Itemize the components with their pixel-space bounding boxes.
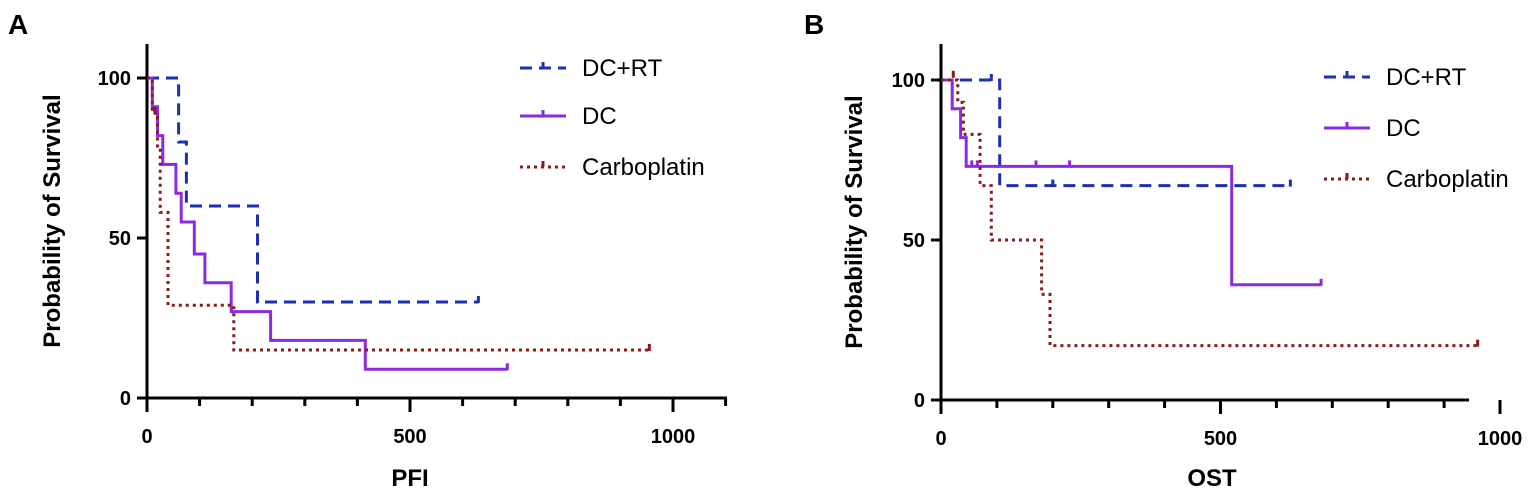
y-tick-label: 100 (98, 68, 131, 90)
panel-letter: B (804, 9, 824, 40)
x-tick-label: 0 (141, 426, 152, 448)
y-tick-label: 50 (903, 230, 925, 252)
legend-label-dc-rt: DC+RT (582, 55, 663, 82)
panel-letter: A (8, 9, 28, 40)
series-line-dc (147, 76, 508, 371)
y-tick-label: 100 (892, 70, 925, 92)
y-axis-title: Probability of Survival (841, 95, 868, 348)
x-tick-label: 500 (393, 426, 426, 448)
y-tick-label: 0 (120, 388, 131, 410)
series-line-dc (941, 78, 1322, 287)
x-tick-label: 1000 (1478, 428, 1523, 450)
legend-label-dc: DC (1386, 115, 1421, 142)
x-tick-label: 500 (1204, 428, 1237, 450)
y-tick-label: 50 (109, 228, 131, 250)
legend-label-carboplatin: Carboplatin (1386, 166, 1509, 193)
series-line-carboplatin (941, 78, 1478, 348)
series-line-dc-rt (147, 76, 479, 304)
x-axis-title: OST (1187, 465, 1237, 492)
y-tick-label: 0 (914, 390, 925, 412)
series-line-dc-rt (941, 78, 1291, 188)
x-axis-title: PFI (391, 465, 428, 492)
x-tick-label: 0 (935, 428, 946, 450)
legend-label-dc: DC (582, 103, 617, 130)
y-axis-title: Probability of Survival (39, 94, 66, 347)
series-line-carboplatin (147, 76, 650, 352)
x-tick-label: 1000 (651, 426, 696, 448)
legend-label-carboplatin: Carboplatin (582, 154, 705, 181)
legend-label-dc-rt: DC+RT (1386, 64, 1467, 91)
